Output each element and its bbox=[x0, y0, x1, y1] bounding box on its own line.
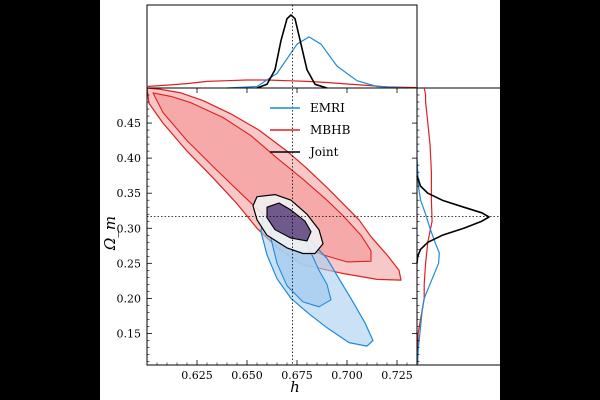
y-tick-label: 0.20 bbox=[117, 292, 142, 305]
y-axis-title: Ω_m bbox=[101, 216, 119, 251]
legend-label-joint: Joint bbox=[308, 145, 339, 159]
x-tick-label: 0.625 bbox=[181, 369, 213, 382]
top-marginal-panel bbox=[146, 4, 418, 89]
y-tick-label: 0.45 bbox=[117, 117, 142, 130]
x-tick-label: 0.650 bbox=[231, 369, 263, 382]
chart-canvas: 0.625 0.650 0.675 0.700 0.725 0.15 0.20 0.25 0.3… bbox=[100, 0, 500, 400]
main-contour-panel: 0.625 0.650 0.675 0.700 0.725 0.15 0.20 0.25 0.3… bbox=[117, 87, 420, 382]
x-axis-title: h bbox=[290, 378, 300, 396]
joint-contour-1sigma bbox=[266, 202, 312, 242]
y-tick-label: 0.40 bbox=[117, 152, 142, 165]
x-tick-label: 0.700 bbox=[331, 369, 363, 382]
y-tick-label: 0.25 bbox=[117, 257, 142, 270]
top-marginal-frame bbox=[146, 4, 418, 89]
corner-plot: 0.625 0.650 0.675 0.700 0.725 0.15 0.20 0.25 0.3… bbox=[101, 4, 500, 396]
mbhb-marginal-h bbox=[146, 79, 418, 89]
top-marginal-curves bbox=[146, 14, 418, 89]
x-tick-label: 0.675 bbox=[281, 369, 313, 382]
mbhb-marginal-omega bbox=[417, 87, 433, 366]
y-tick-label: 0.35 bbox=[117, 187, 142, 200]
right-marginal-panel bbox=[416, 87, 500, 366]
mbhb-contour-1sigma bbox=[152, 92, 372, 263]
legend-label-mbhb: MBHB bbox=[310, 123, 351, 137]
x-tick-label: 0.725 bbox=[381, 369, 413, 382]
emri-marginal-h bbox=[226, 36, 408, 89]
truth-lines bbox=[147, 5, 500, 365]
y-tick-label: 0.15 bbox=[117, 327, 142, 340]
contour-layer bbox=[147, 88, 402, 347]
joint-marginal-h bbox=[256, 14, 328, 89]
main-frame bbox=[146, 87, 418, 366]
legend-label-emri: EMRI bbox=[310, 101, 345, 115]
legend: EMRI MBHB Joint bbox=[270, 101, 351, 159]
y-tick-label: 0.30 bbox=[117, 222, 142, 235]
joint-marginal-omega bbox=[416, 175, 490, 264]
tick-layer: 0.625 0.650 0.675 0.700 0.725 0.15 0.20 0.25 0.3… bbox=[117, 88, 420, 382]
emri-marginal-omega bbox=[416, 158, 440, 366]
right-marginal-curves bbox=[416, 87, 490, 366]
